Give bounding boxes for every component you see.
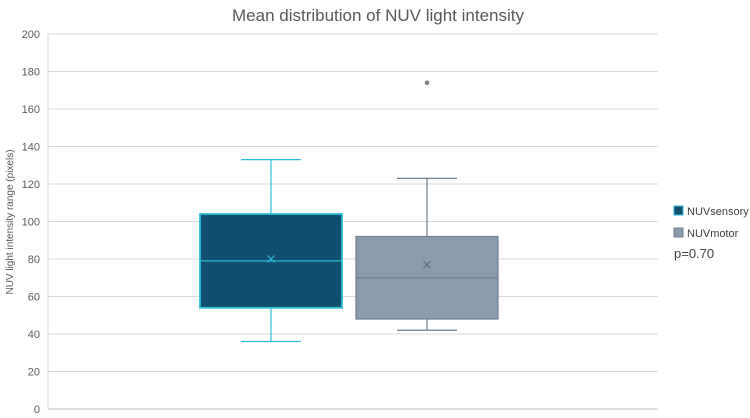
legend-label-nuvsensory: NUVsensory (687, 206, 749, 218)
y-tick-label: 20 (28, 367, 40, 379)
mean-marker (267, 255, 275, 263)
y-tick-label: 40 (28, 329, 40, 341)
chart-title: Mean distribution of NUV light intensity (232, 6, 524, 25)
y-tick-label: 120 (22, 179, 40, 191)
p-value-annotation: p=0.70 (674, 246, 714, 261)
boxes (199, 80, 499, 343)
mean-marker (423, 260, 431, 269)
legend-item-nuvmotor: NUVmotor (673, 227, 739, 240)
legend: NUVsensory NUVmotor (673, 205, 749, 240)
y-tick-label: 180 (22, 67, 40, 79)
box-nuvmotor (355, 80, 499, 331)
legend-swatch-nuvmotor (673, 227, 684, 238)
y-tick-label: 100 (22, 217, 40, 229)
y-tick-label: 0 (34, 404, 40, 416)
y-tick-label: 140 (22, 142, 40, 154)
box-nuvsensory (199, 159, 343, 343)
legend-label-nuvmotor: NUVmotor (687, 228, 739, 240)
y-axis-label: NUV light intensity range (pixels) (5, 149, 16, 294)
legend-swatch-nuvsensory (673, 205, 684, 216)
y-axis-ticks: 0 20 40 60 80 100 120 140 160 180 200 (22, 29, 40, 416)
y-tick-label: 200 (22, 29, 40, 41)
y-tick-label: 80 (28, 254, 40, 266)
legend-item-nuvsensory: NUVsensory (673, 205, 749, 218)
y-tick-label: 60 (28, 292, 40, 304)
outlier-point (424, 80, 430, 86)
gridlines (47, 33, 658, 410)
y-tick-label: 160 (22, 104, 40, 116)
